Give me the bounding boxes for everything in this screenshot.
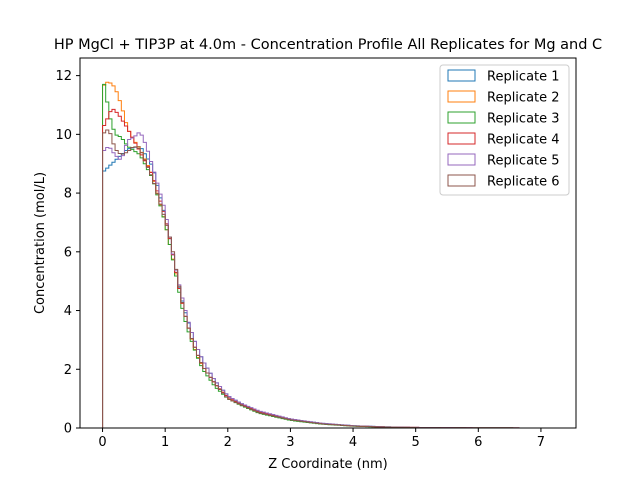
- legend-label: Replicate 5: [487, 154, 560, 169]
- y-tick-label: 6: [64, 245, 72, 260]
- legend: Replicate 1 Replicate 2 Replicate 3 Replica…: [439, 64, 570, 196]
- plot-frame: [79, 57, 577, 429]
- legend-swatch: [447, 111, 476, 124]
- y-axis-label: Concentration (mol/L): [33, 172, 48, 314]
- y-tick-label: 2: [64, 363, 72, 378]
- x-tick-label: 7: [537, 435, 545, 450]
- x-axis-ticks: 0 1 2 3 4 5 6 7: [98, 428, 545, 450]
- y-tick-label: 12: [55, 69, 72, 84]
- x-tick-label: 6: [474, 435, 482, 450]
- x-tick-label: 2: [224, 435, 232, 450]
- legend-swatch: [447, 174, 476, 187]
- y-axis-ticks: 0 2 4 6 8 10 12: [55, 69, 80, 437]
- x-tick-label: 5: [412, 435, 420, 450]
- legend-label: Replicate 2: [487, 91, 560, 106]
- legend-label: Replicate 3: [487, 112, 560, 127]
- legend-label: Replicate 6: [487, 175, 560, 190]
- legend-swatch: [447, 90, 476, 103]
- y-tick-label: 4: [64, 304, 72, 319]
- legend-swatch: [447, 132, 476, 145]
- legend-frame: [439, 64, 570, 196]
- legend-items: Replicate 1 Replicate 2 Replicate 3 Replica…: [447, 69, 560, 190]
- x-tick-label: 3: [286, 435, 294, 450]
- legend-label: Replicate 1: [487, 70, 560, 85]
- legend-swatch: [447, 153, 476, 166]
- y-tick-label: 10: [55, 128, 72, 143]
- x-tick-label: 1: [161, 435, 169, 450]
- x-tick-label: 4: [349, 435, 357, 450]
- legend-label: Replicate 4: [487, 133, 560, 148]
- y-tick-label: 0: [64, 422, 72, 437]
- chart-title: HP MgCl + TIP3P at 4.0m - Concentration …: [54, 37, 602, 53]
- legend-swatch: [447, 69, 476, 82]
- x-axis-label: Z Coordinate (nm): [268, 457, 387, 472]
- y-tick-label: 8: [64, 187, 72, 202]
- x-tick-label: 0: [98, 435, 106, 450]
